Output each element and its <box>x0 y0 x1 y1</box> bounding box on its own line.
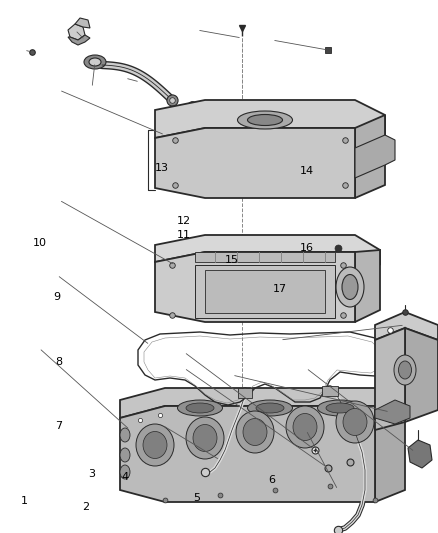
Polygon shape <box>120 388 405 418</box>
Ellipse shape <box>336 267 364 307</box>
Text: 1: 1 <box>21 496 28 506</box>
Polygon shape <box>155 100 385 140</box>
Text: 17: 17 <box>273 285 287 294</box>
Polygon shape <box>195 265 335 318</box>
Polygon shape <box>355 250 380 322</box>
Ellipse shape <box>143 432 167 458</box>
Polygon shape <box>155 235 380 265</box>
Ellipse shape <box>120 465 130 479</box>
Text: 16: 16 <box>300 243 314 253</box>
Text: 13: 13 <box>155 163 169 173</box>
Ellipse shape <box>256 403 284 413</box>
Ellipse shape <box>89 58 101 66</box>
Text: 5: 5 <box>194 494 201 503</box>
Ellipse shape <box>394 355 416 385</box>
Text: 15: 15 <box>225 255 239 265</box>
Ellipse shape <box>247 115 283 125</box>
Ellipse shape <box>193 424 217 451</box>
Ellipse shape <box>247 400 293 416</box>
Ellipse shape <box>237 111 293 129</box>
Ellipse shape <box>186 403 214 413</box>
Ellipse shape <box>336 401 374 443</box>
Polygon shape <box>408 440 432 468</box>
Polygon shape <box>375 400 405 502</box>
Polygon shape <box>68 24 85 40</box>
Ellipse shape <box>326 403 354 413</box>
Polygon shape <box>195 252 335 262</box>
Ellipse shape <box>318 400 363 416</box>
Polygon shape <box>68 35 90 45</box>
Polygon shape <box>322 386 338 396</box>
Text: 8: 8 <box>56 358 63 367</box>
Ellipse shape <box>342 274 358 300</box>
Text: 7: 7 <box>56 422 63 431</box>
Text: 14: 14 <box>300 166 314 175</box>
Ellipse shape <box>186 417 224 459</box>
Polygon shape <box>155 252 355 322</box>
Ellipse shape <box>399 361 411 379</box>
Polygon shape <box>375 328 405 430</box>
Text: 6: 6 <box>268 475 275 484</box>
Ellipse shape <box>120 448 130 462</box>
Ellipse shape <box>293 414 317 440</box>
Ellipse shape <box>343 408 367 435</box>
Text: 2: 2 <box>82 503 89 512</box>
Ellipse shape <box>177 400 223 416</box>
Polygon shape <box>75 18 90 28</box>
Text: 11: 11 <box>177 230 191 239</box>
Polygon shape <box>205 270 325 313</box>
Text: 9: 9 <box>53 293 60 302</box>
Polygon shape <box>405 328 438 422</box>
Polygon shape <box>355 115 385 198</box>
Polygon shape <box>120 406 375 502</box>
Text: 4: 4 <box>121 472 128 482</box>
Ellipse shape <box>120 428 130 442</box>
Ellipse shape <box>243 418 267 446</box>
Polygon shape <box>238 388 252 398</box>
Polygon shape <box>155 128 355 198</box>
Polygon shape <box>375 400 410 424</box>
Text: 3: 3 <box>88 470 95 479</box>
Polygon shape <box>355 135 395 178</box>
Ellipse shape <box>286 406 324 448</box>
Ellipse shape <box>136 424 174 466</box>
Text: 10: 10 <box>32 238 46 247</box>
Ellipse shape <box>84 55 106 69</box>
Ellipse shape <box>236 411 274 453</box>
Polygon shape <box>375 312 438 340</box>
Text: 12: 12 <box>177 216 191 226</box>
